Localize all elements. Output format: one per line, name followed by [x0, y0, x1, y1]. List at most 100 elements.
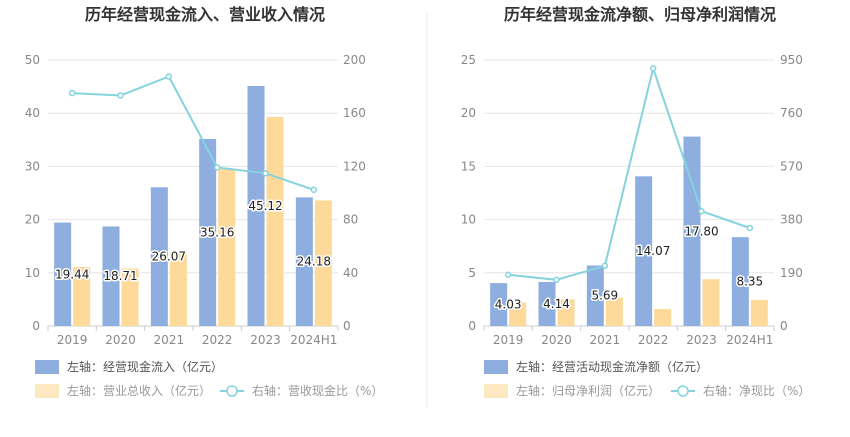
x-axis-tick-label: 2020: [541, 333, 572, 347]
legend-swatch: [35, 360, 59, 374]
line-point: [165, 73, 173, 80]
bar-series-2: [73, 266, 91, 326]
right-axis-tick-label: 40: [343, 266, 358, 280]
data-label: 45.12: [248, 199, 282, 213]
data-label: 8.35: [736, 275, 763, 289]
data-label: 19.44: [55, 267, 89, 281]
legend-label: 右轴：净现比（%）: [703, 383, 810, 398]
x-axis-tick-label: 2022: [202, 333, 233, 347]
legend-swatch: [35, 384, 59, 398]
line-point: [262, 170, 269, 177]
left-axis-tick-label: 0: [32, 319, 40, 333]
right-axis-tick-label: 80: [343, 213, 358, 227]
line-point: [68, 89, 76, 97]
data-label: 24.18: [297, 255, 331, 269]
bar-series-2: [750, 299, 768, 326]
bar-series-1: [102, 226, 120, 326]
left-axis-tick-label: 20: [25, 213, 40, 227]
right-axis-tick-label: 380: [780, 213, 803, 227]
x-axis-tick-label: 2021: [590, 333, 621, 347]
bar-series-1: [54, 222, 72, 326]
bar-series-2: [702, 279, 720, 326]
bar-series-2: [605, 297, 623, 326]
line-point: [553, 276, 560, 284]
left-axis-tick-label: 5: [468, 266, 476, 280]
line-point: [601, 262, 609, 270]
data-label: 4.14: [543, 297, 570, 311]
line-point: [746, 224, 754, 232]
right-axis-tick-label: 570: [780, 159, 803, 173]
line-point: [117, 92, 124, 99]
left-axis-tick-label: 40: [25, 106, 40, 120]
left-axis-tick-label: 50: [25, 53, 40, 67]
bar-series-2: [121, 268, 139, 326]
data-label: 4.03: [495, 298, 522, 312]
bar-series-2: [557, 299, 575, 326]
bar-series-1: [683, 136, 701, 326]
legend-swatch: [484, 360, 508, 374]
x-axis-tick-label: 2024H1: [290, 333, 337, 347]
bar-series-1: [247, 85, 265, 326]
bar-series-2: [169, 252, 187, 326]
line-point: [649, 65, 657, 72]
bar-series-2: [654, 308, 672, 326]
bar-series-1: [199, 138, 217, 326]
legend-label: 左轴：营业总收入（亿元）: [67, 383, 211, 398]
right-axis-tick-label: 0: [343, 319, 351, 333]
legend-label: 左轴：经营现金流入（亿元）: [67, 359, 223, 374]
legend-label: 右轴：营收现金比（%）: [252, 383, 383, 398]
data-label: 5.69: [591, 289, 618, 303]
line-series: [508, 64, 751, 281]
right-axis-tick-label: 190: [780, 266, 803, 280]
left-axis-tick-label: 10: [25, 266, 40, 280]
bar-series-1: [150, 187, 168, 326]
right-axis-tick-label: 200: [343, 53, 366, 67]
bar-series-1: [586, 265, 604, 326]
x-axis-tick-label: 2023: [250, 333, 281, 347]
bar-series-1: [490, 283, 508, 326]
left-axis-tick-label: 10: [461, 213, 476, 227]
line-point: [504, 271, 512, 279]
legend-line-marker: [226, 385, 238, 397]
bar-series-1: [635, 176, 653, 326]
x-axis-tick-label: 2023: [686, 333, 717, 347]
data-label: 18.71: [103, 269, 137, 283]
data-label: 35.16: [200, 225, 234, 239]
right-axis-tick-label: 120: [343, 159, 366, 173]
bar-series-2: [266, 116, 284, 326]
chart-title: 历年经营现金流净额、归母净利润情况: [504, 5, 776, 24]
line-series: [72, 75, 315, 191]
data-label: 17.80: [684, 224, 718, 238]
bar-series-1: [731, 237, 749, 326]
legend-label: 左轴：归母净利润（亿元）: [516, 383, 660, 398]
right-axis-tick-label: 950: [780, 53, 803, 67]
bar-series-1: [538, 281, 556, 326]
line-point: [213, 164, 221, 171]
x-axis-tick-label: 2019: [493, 333, 524, 347]
data-label: 14.07: [636, 244, 670, 258]
right-axis-tick-label: 160: [343, 106, 366, 120]
left-axis-tick-label: 25: [461, 53, 476, 67]
bar-series-2: [314, 200, 332, 326]
left-axis-tick-label: 30: [25, 159, 40, 173]
x-axis-tick-label: 2022: [638, 333, 669, 347]
legend-label: 左轴：经营活动现金流净额（亿元）: [516, 359, 708, 374]
data-label: 26.07: [152, 250, 186, 264]
chart-title: 历年经营现金流入、营业收入情况: [85, 5, 325, 24]
right-axis-tick-label: 760: [780, 106, 803, 120]
left-axis-tick-label: 15: [461, 159, 476, 173]
line-point: [310, 186, 318, 194]
chart-left: 历年经营现金流入、营业收入情况 0 0 10 40 20 80 30 120 40 160 50 20…: [25, 5, 383, 398]
chart-right: 历年经营现金流净额、归母净利润情况 0 0 5 190 10 380 15 570 20 760 2…: [461, 5, 810, 398]
legend-line-marker: [677, 385, 689, 397]
x-axis-tick-label: 2021: [154, 333, 185, 347]
line-point: [698, 207, 705, 215]
right-axis-tick-label: 0: [780, 319, 788, 333]
left-axis-tick-label: 20: [461, 106, 476, 120]
x-axis-tick-label: 2019: [57, 333, 88, 347]
bar-series-2: [218, 169, 236, 326]
bar-series-1: [295, 197, 313, 326]
bar-series-2: [509, 302, 527, 326]
left-axis-tick-label: 0: [468, 319, 476, 333]
